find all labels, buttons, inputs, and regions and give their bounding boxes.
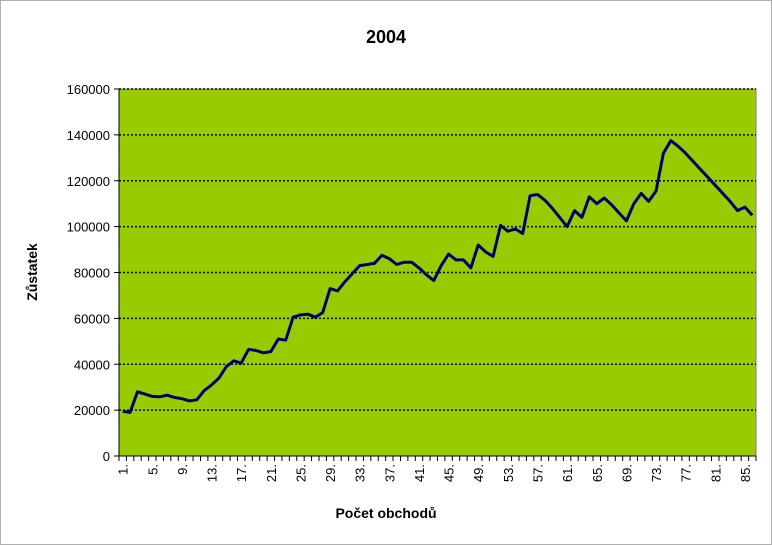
y-tick-label: 140000 — [67, 128, 110, 143]
y-tick-label: 160000 — [67, 82, 110, 97]
y-tick-label: 0 — [103, 449, 110, 464]
x-tick-label: 49. — [471, 464, 486, 482]
x-axis-ticks: 1. 5. 9. 13. 17. 21. 25. 29. 33. 37. 41. 45. 49. 53. 5… — [116, 456, 757, 482]
x-tick-label: 69. — [619, 464, 634, 482]
y-tick-label: 120000 — [67, 174, 110, 189]
x-tick-label: 37. — [382, 464, 397, 482]
x-tick-label: 1. — [116, 464, 131, 475]
y-tick-label: 60000 — [74, 311, 110, 326]
x-tick-label: 33. — [353, 464, 368, 482]
x-tick-label: 13. — [205, 464, 220, 482]
x-tick-label: 77. — [679, 464, 694, 482]
x-tick-label: 85. — [738, 464, 753, 482]
x-tick-label: 9. — [175, 464, 190, 475]
series-line — [122, 139, 754, 414]
x-tick-label: 25. — [293, 464, 308, 482]
x-tick-label: 57. — [530, 464, 545, 482]
x-tick-label: 17. — [234, 464, 249, 482]
x-tick-label: 29. — [323, 464, 338, 482]
chart-title: 2004 — [366, 27, 406, 47]
x-tick-label: 45. — [442, 464, 457, 482]
y-tick-label: 20000 — [74, 403, 110, 418]
x-tick-label: 61. — [560, 464, 575, 482]
y-tick-label: 100000 — [67, 220, 110, 235]
y-axis-label: Zůstatek — [24, 243, 40, 301]
x-tick-label: 65. — [590, 464, 605, 482]
y-axis-ticks: 0 20000 40000 60000 80000 100000 120000 140000 1… — [67, 82, 119, 464]
x-tick-label: 81. — [708, 464, 723, 482]
y-tick-label: 80000 — [74, 266, 110, 281]
x-tick-label: 5. — [145, 464, 160, 475]
x-tick-label: 73. — [649, 464, 664, 482]
x-tick-label: 41. — [412, 464, 427, 482]
x-axis-label: Počet obchodů — [335, 505, 436, 521]
x-tick-label: 21. — [264, 464, 279, 482]
y-tick-label: 40000 — [74, 357, 110, 372]
x-tick-label: 53. — [501, 464, 516, 482]
